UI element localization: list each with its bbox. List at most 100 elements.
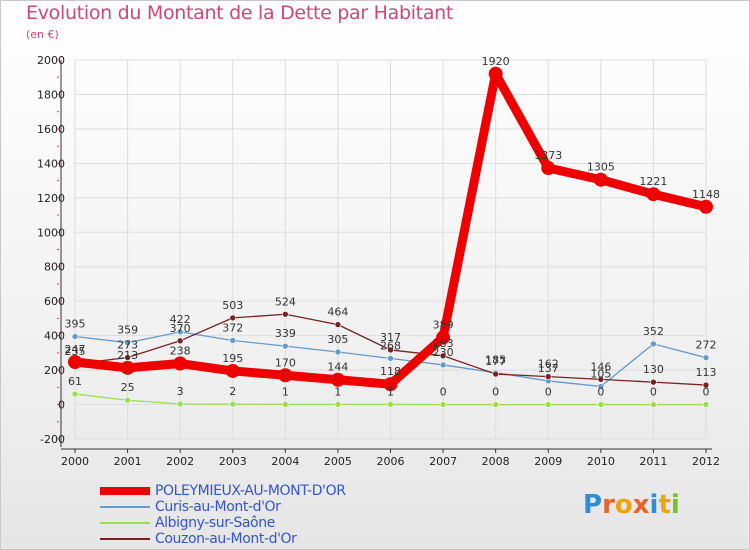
data-point <box>492 401 499 408</box>
legend-label: Curis-au-Mont-d'Or <box>155 499 281 515</box>
data-point <box>225 363 240 378</box>
data-label: 195 <box>222 352 243 365</box>
data-point <box>439 352 447 360</box>
logo-letter: o <box>614 490 633 520</box>
data-point <box>544 401 552 408</box>
data-label: 130 <box>643 363 664 376</box>
data-point <box>650 340 657 348</box>
data-point <box>120 360 135 375</box>
data-point <box>387 355 394 362</box>
y-tick-label: 1200 <box>37 192 65 205</box>
data-point <box>229 400 237 408</box>
data-label: 0 <box>545 386 552 399</box>
data-label: 3 <box>177 385 184 398</box>
data-label: 464 <box>327 306 348 319</box>
data-label: 503 <box>222 299 243 312</box>
legend-label: POLEYMIEUX-AU-MONT-D'OR <box>155 483 346 499</box>
data-label: 389 <box>433 319 454 332</box>
data-point <box>650 401 657 408</box>
data-point <box>387 401 394 408</box>
x-tick-label: 2007 <box>429 455 457 468</box>
data-point <box>176 337 184 345</box>
data-label: 1 <box>334 385 341 398</box>
data-point <box>282 310 289 318</box>
data-point <box>334 401 342 408</box>
data-point <box>278 368 293 383</box>
data-point <box>593 172 608 187</box>
data-label: 2 <box>229 385 236 398</box>
proxiti-logo: Proxiti <box>583 490 680 520</box>
data-label: 162 <box>538 358 559 371</box>
logo-letter: r <box>602 490 615 520</box>
data-point <box>334 321 342 328</box>
data-label: 268 <box>380 339 401 352</box>
data-label: 273 <box>117 339 138 352</box>
data-point <box>702 354 710 361</box>
data-label: 137 <box>538 362 559 375</box>
data-point <box>383 377 398 392</box>
data-label: 230 <box>433 346 454 359</box>
legend-swatch <box>100 538 150 540</box>
data-label: 395 <box>65 317 86 330</box>
data-point <box>699 199 713 214</box>
data-label: 177 <box>485 355 506 368</box>
x-tick-label: 2010 <box>587 455 615 468</box>
data-point <box>597 376 605 383</box>
data-label: 1305 <box>587 161 615 174</box>
x-tick-label: 2003 <box>219 455 247 468</box>
data-label: 272 <box>696 339 717 352</box>
logo-letter: i <box>649 490 659 520</box>
chart-subtitle: (en €) <box>26 28 59 41</box>
y-tick-label: 800 <box>44 261 65 274</box>
data-point <box>176 400 184 408</box>
data-label: 372 <box>222 321 243 334</box>
data-point <box>229 337 237 344</box>
data-label: 144 <box>327 361 348 374</box>
x-tick-label: 2005 <box>324 455 352 468</box>
data-label: 238 <box>170 345 191 358</box>
data-label: 113 <box>696 366 717 379</box>
data-point <box>387 346 394 354</box>
data-point <box>702 401 710 408</box>
data-point <box>173 356 188 371</box>
y-tick-label: 400 <box>44 330 65 343</box>
logo-letter: P <box>583 490 603 520</box>
data-point <box>650 378 657 386</box>
data-label: 339 <box>275 327 296 340</box>
logo-letter: i <box>670 490 680 520</box>
data-point <box>439 401 447 408</box>
data-point <box>68 354 82 369</box>
data-label: 105 <box>590 367 611 380</box>
data-point <box>229 314 237 322</box>
data-label: 1148 <box>692 188 720 201</box>
data-label: 0 <box>440 386 447 399</box>
x-tick-label: 2000 <box>61 455 89 468</box>
y-tick-label: -200 <box>40 433 65 446</box>
data-label: 305 <box>327 333 348 346</box>
y-tick-label: 1400 <box>37 157 65 170</box>
data-point <box>330 372 345 387</box>
x-tick-label: 2009 <box>534 455 562 468</box>
logo-letter: x <box>632 490 650 520</box>
data-point <box>282 342 289 350</box>
legend-label: Albigny-sur-Saône <box>155 515 275 531</box>
data-label: 185 <box>485 354 506 367</box>
data-point <box>124 396 131 404</box>
legend-swatch <box>100 522 150 524</box>
data-label: 170 <box>275 356 296 369</box>
data-point <box>702 381 710 389</box>
data-point <box>492 370 499 378</box>
data-point <box>176 328 184 336</box>
data-point <box>544 373 552 380</box>
y-tick-label: 600 <box>44 295 65 308</box>
data-point <box>439 361 447 369</box>
chart-title: Evolution du Montant de la Dette par Hab… <box>26 2 454 24</box>
data-label: 1920 <box>482 55 510 68</box>
data-label: 0 <box>597 386 604 399</box>
data-point <box>71 333 79 340</box>
x-tick-label: 2006 <box>377 455 405 468</box>
data-label: 25 <box>121 381 135 394</box>
y-tick-label: 2000 <box>37 54 65 67</box>
data-label: 213 <box>117 349 138 362</box>
